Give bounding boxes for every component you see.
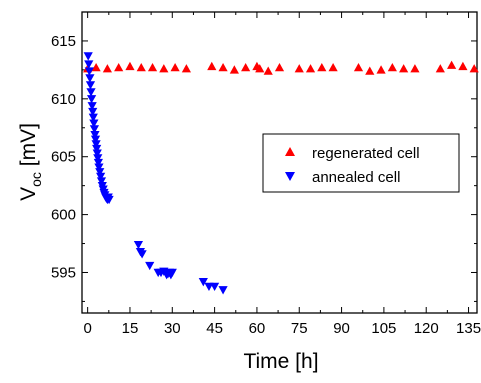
data-point [136, 62, 146, 72]
data-point [170, 62, 180, 72]
data-point [218, 286, 228, 295]
data-point [387, 62, 397, 72]
data-point [94, 163, 104, 172]
data-point [92, 149, 102, 158]
data-point [159, 64, 169, 73]
data-point [305, 64, 316, 73]
y-axis-title-unit: [mV] [17, 123, 40, 172]
x-axis: 0 15 30 45 60 75 90 105 120 135 [83, 12, 481, 337]
data-point [145, 261, 155, 271]
legend-box [262, 133, 460, 193]
data-point [181, 64, 191, 73]
data-point [86, 95, 97, 104]
y-axis-title-sub: oc [28, 172, 44, 187]
data-point [435, 64, 445, 73]
data-point [93, 158, 103, 168]
data-point [87, 102, 97, 111]
x-tick-label: 90 [333, 320, 350, 337]
legend: regenerated cell annealed cell [262, 133, 460, 193]
x-tick-label: 30 [164, 320, 181, 337]
y-axis-title-main: V [17, 187, 40, 201]
data-point [255, 64, 265, 73]
legend-marker-regenerated-cell [285, 147, 295, 156]
data-point [96, 172, 106, 181]
data-point [274, 62, 285, 72]
y-axis: 595 600 605 610 615 [51, 33, 477, 302]
data-point [458, 61, 468, 71]
data-point [102, 64, 112, 73]
data-point [469, 64, 479, 73]
x-tick-label: 45 [206, 320, 223, 337]
data-point [90, 135, 101, 144]
data-point [114, 62, 124, 72]
x-axis-title: Time [h] [243, 350, 318, 373]
legend-marker-annealed-cell [285, 172, 295, 181]
legend-label-regenerated-cell: regenerated cell [312, 145, 420, 162]
data-point [241, 62, 251, 72]
data-point [167, 268, 177, 278]
legend-label-annealed-cell: annealed cell [312, 169, 400, 186]
data-point [263, 66, 273, 75]
data-point [198, 278, 208, 287]
data-point [91, 140, 101, 149]
y-tick-label: 615 [51, 33, 76, 50]
y-tick-label: 595 [51, 264, 76, 281]
data-point [218, 62, 228, 72]
data-point [399, 64, 409, 73]
data-point [86, 88, 96, 97]
data-point [137, 250, 147, 259]
data-point [93, 154, 103, 163]
data-point [147, 62, 158, 72]
data-point [133, 241, 144, 250]
x-tick-label: 105 [371, 320, 396, 337]
data-point [84, 67, 94, 76]
data-point [85, 74, 95, 83]
y-axis-title: Voc [mV] [17, 123, 44, 201]
data-point [365, 66, 375, 75]
x-tick-label: 15 [122, 320, 139, 337]
data-point [229, 65, 239, 74]
x-tick-label: 75 [291, 320, 308, 337]
data-point [85, 81, 96, 90]
data-point [89, 125, 100, 134]
data-point [83, 52, 93, 61]
x-tick-label: 60 [249, 320, 266, 337]
x-tick-label: 135 [456, 320, 481, 337]
data-point [88, 113, 98, 122]
series-layer [83, 52, 479, 295]
data-point [88, 107, 98, 117]
data-point [95, 168, 105, 177]
y-tick-label: 610 [51, 91, 76, 108]
data-point [91, 62, 101, 72]
data-point [376, 65, 386, 74]
data-point [447, 60, 457, 69]
data-point [410, 64, 420, 73]
y-tick-label: 600 [51, 207, 76, 224]
data-point [96, 177, 107, 186]
data-point [353, 62, 364, 72]
data-point [125, 61, 135, 71]
y-tick-label: 605 [51, 149, 76, 166]
x-tick-label: 120 [414, 320, 439, 337]
plot-frame [81, 11, 478, 314]
data-point [210, 282, 220, 291]
x-tick-label: 0 [83, 320, 91, 337]
series-annealed-cell [83, 52, 228, 295]
data-point [84, 60, 94, 69]
series-regenerated-cell [83, 60, 479, 75]
data-point [90, 131, 100, 140]
data-point [328, 62, 338, 72]
data-point [294, 64, 304, 73]
data-point [317, 62, 327, 72]
data-point [207, 61, 217, 71]
data-point [104, 195, 114, 205]
data-point [89, 119, 99, 128]
data-point [92, 144, 102, 154]
